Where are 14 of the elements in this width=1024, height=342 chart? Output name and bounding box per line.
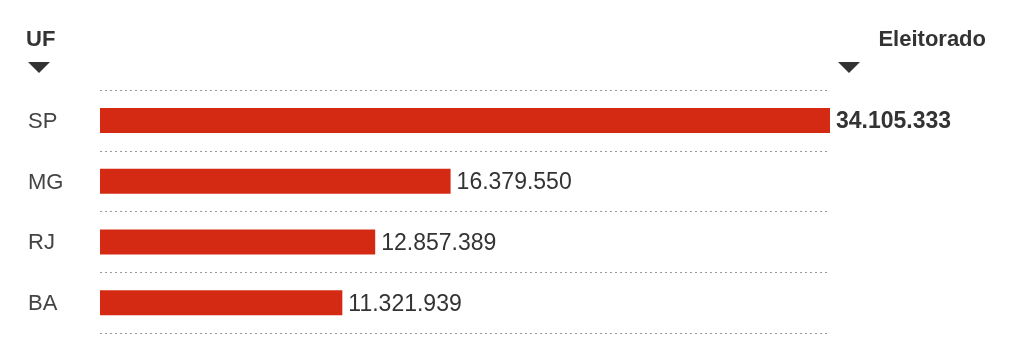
data-label: 11.321.939	[348, 289, 462, 316]
y-tick-label: BA	[28, 290, 58, 316]
y-tick-label: SP	[28, 107, 58, 133]
y-tick-label: MG	[28, 168, 64, 194]
bar	[100, 290, 343, 316]
y-axis-title: UF	[26, 26, 56, 52]
data-label: 12.857.389	[381, 228, 497, 255]
data-label: 16.379.550	[456, 168, 572, 195]
bar	[100, 107, 830, 133]
x-axis-title: Eleitorado	[878, 26, 986, 52]
y-tick-label: RJ	[28, 229, 55, 255]
data-label: 34.105.333	[836, 107, 952, 134]
bar	[100, 229, 376, 255]
bar	[100, 168, 451, 194]
